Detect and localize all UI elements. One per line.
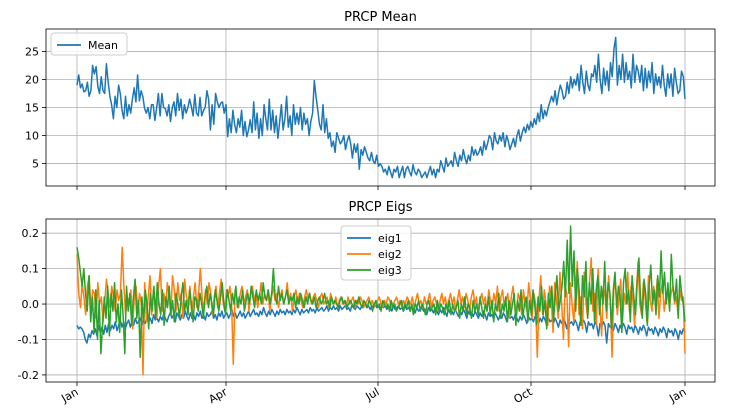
legend: Mean (50, 32, 128, 56)
legend-label-eig1: eig1 (378, 232, 402, 245)
x-tick-label: Jan (666, 385, 688, 405)
legend-label-eig2: eig2 (378, 248, 402, 261)
legend: eig1 eig2 eig3 (340, 225, 412, 281)
x-tick-label: Apr (207, 385, 230, 406)
prcp-eigs-panel: PRCP Eigs -0.2 -0.1 0.0 0.1 0.2 eig1 eig2 eig3 (18, 200, 716, 386)
y-tick-label: 0.1 (22, 263, 40, 276)
y-tick-label: 20 (25, 73, 39, 86)
y-tick-label: 10 (25, 130, 39, 143)
legend-label-eig3: eig3 (378, 264, 402, 277)
legend-label-Mean: Mean (88, 39, 118, 52)
legend-box (340, 225, 412, 281)
prcp-mean-panel: PRCP Mean 5 10 15 20 25 Mean (25, 10, 716, 190)
y-tick-label: -0.2 (18, 369, 39, 382)
series-line-Mean (76, 36, 686, 179)
legend-box (50, 32, 128, 56)
x-tick-label: Jul (363, 385, 382, 403)
chart-title: PRCP Mean (344, 10, 417, 25)
y-tick-label: -0.1 (18, 333, 39, 346)
y-tick-label: 0.2 (22, 227, 40, 240)
axes-frame (45, 218, 716, 383)
x-tick-label: Jan (58, 385, 80, 405)
series-line-eig3 (76, 225, 686, 358)
x-tick-label: Oct (512, 385, 536, 406)
shared-x-tick-labels: Jan Apr Jul Oct Jan (58, 385, 688, 406)
axes-frame (45, 28, 716, 187)
y-tick-label: 15 (25, 102, 39, 115)
y-tick-label: 5 (32, 158, 39, 171)
y-tick-label: 25 (25, 45, 39, 58)
y-tick-label: 0.0 (22, 298, 40, 311)
chart-title: PRCP Eigs (348, 200, 412, 215)
